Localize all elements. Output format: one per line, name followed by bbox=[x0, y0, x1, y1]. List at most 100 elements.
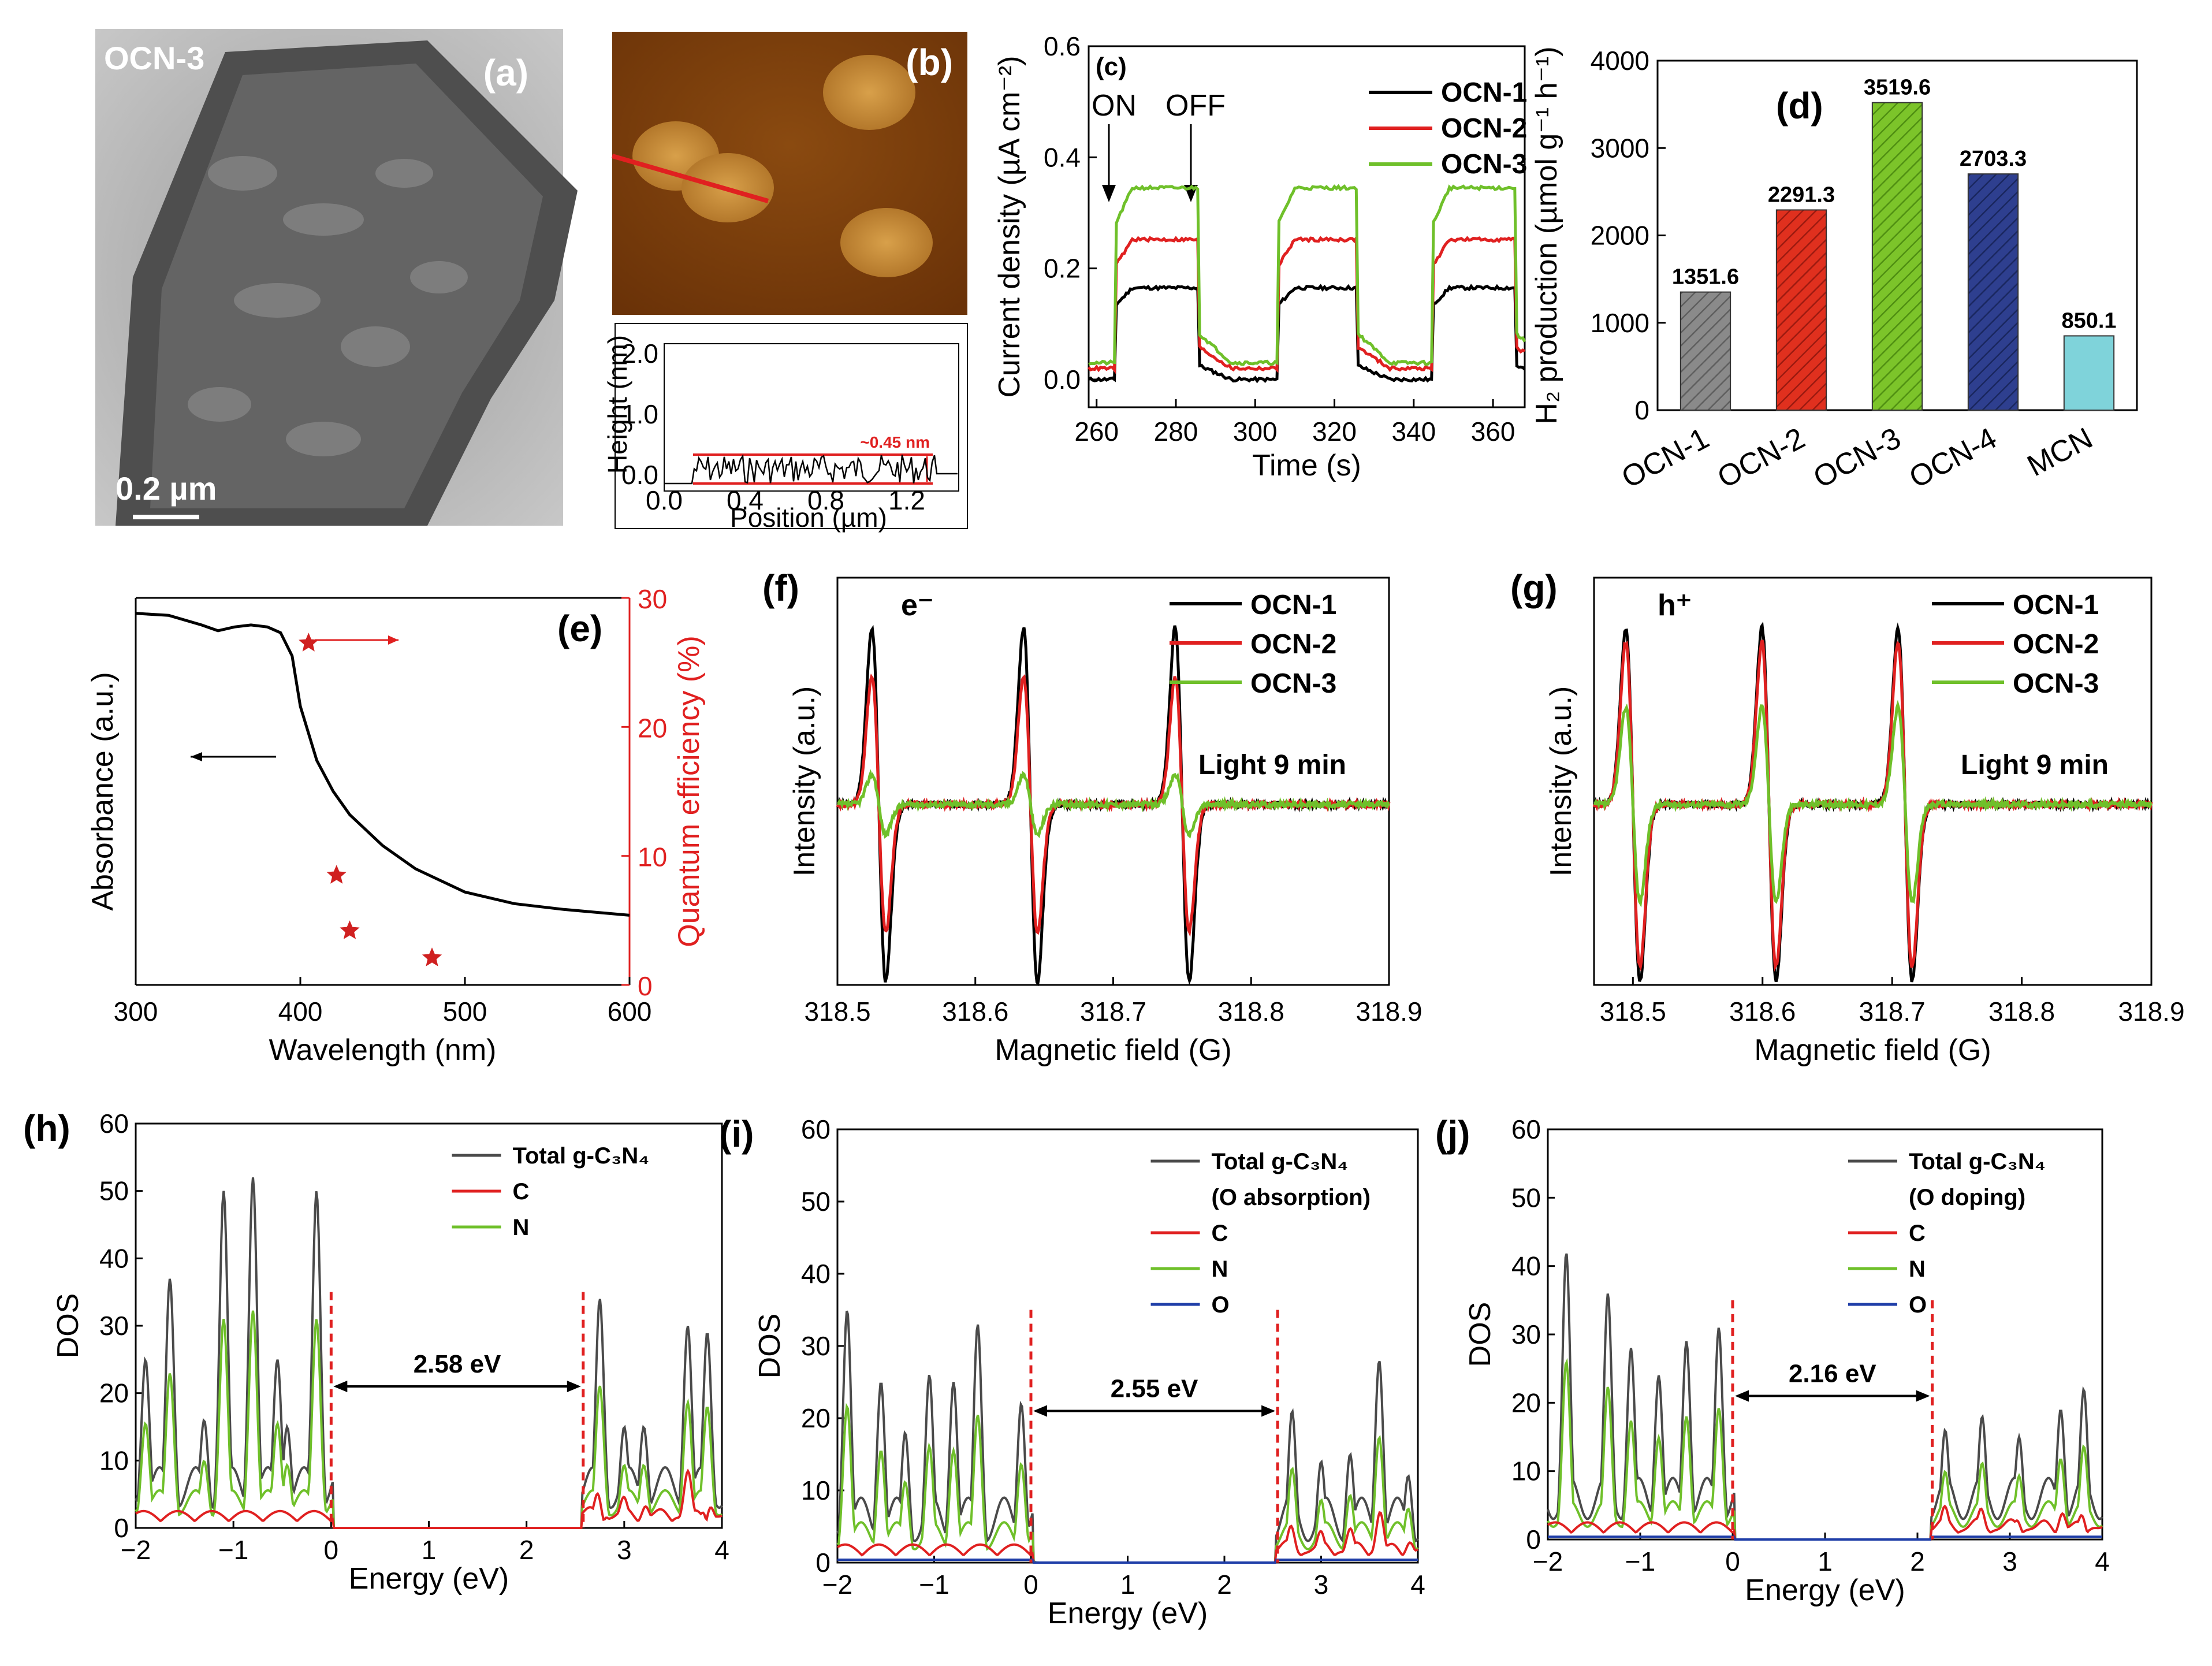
legend-label: OCN-1 bbox=[1441, 77, 1527, 108]
legend-label: OCN-3 bbox=[2013, 668, 2099, 699]
x-tick-label: 400 bbox=[278, 996, 323, 1027]
x-tick-label: 1 bbox=[1818, 1546, 1833, 1576]
x-tick-label: 2 bbox=[1910, 1546, 1925, 1576]
afm-flake bbox=[823, 55, 915, 130]
y-tick-label: 0.0 bbox=[1044, 365, 1081, 395]
x-tick-label: 2 bbox=[1217, 1570, 1232, 1600]
panel-label: (h) bbox=[23, 1107, 70, 1149]
x-tick-label: 4 bbox=[1410, 1570, 1425, 1600]
x-axis-label: Magnetic field (G) bbox=[995, 1033, 1231, 1067]
bar-OCN-3 bbox=[1871, 102, 1923, 411]
epr-trace-OCN-3 bbox=[837, 769, 1391, 839]
panel-d-label: (d) bbox=[1776, 85, 1823, 127]
x-tick-label: 318.5 bbox=[1600, 996, 1666, 1027]
y2-axis-label: Quantum efficiency (%) bbox=[672, 635, 706, 947]
dos-curve-N bbox=[135, 1310, 723, 1529]
afm-annotation: ~0.45 nm bbox=[860, 433, 930, 451]
y-tick-label: 50 bbox=[99, 1176, 129, 1206]
x-tick-label: 318.7 bbox=[1859, 996, 1926, 1027]
dos-curve-O bbox=[1548, 1535, 2102, 1541]
y-tick-label: 20 bbox=[99, 1378, 129, 1408]
x-axis-label: Magnetic field (G) bbox=[1754, 1033, 1991, 1067]
chart-g-epr-hole: 318.5 318.6 318.7 318.8 318.9 Magnetic field … bbox=[1510, 567, 2185, 1067]
y-tick-label: 10 bbox=[801, 1475, 831, 1505]
x-tick-label: −1 bbox=[919, 1570, 949, 1600]
x-tick-label: 500 bbox=[443, 996, 487, 1027]
x-tick-label: 318.7 bbox=[1080, 996, 1146, 1027]
category-label: OCN-3 bbox=[1808, 421, 1906, 494]
band-gap-label: 2.55 eV bbox=[1111, 1375, 1198, 1403]
x-tick-label: 340 bbox=[1391, 416, 1436, 447]
y2-tick-label: 0 bbox=[638, 971, 653, 1001]
band-gap-label: 2.58 eV bbox=[414, 1350, 501, 1378]
afm-xlabel: Position (µm) bbox=[730, 503, 887, 533]
plot-frame bbox=[1593, 577, 2153, 986]
x-tick-label: 3 bbox=[617, 1535, 632, 1565]
legend-label: O bbox=[1909, 1292, 1927, 1318]
x-tick-label: 0 bbox=[324, 1535, 339, 1565]
qe-point bbox=[299, 633, 319, 652]
legend-label: OCN-2 bbox=[1441, 113, 1527, 144]
panel-c-label: (c) bbox=[1096, 53, 1127, 81]
bar-value-label: 1351.6 bbox=[1672, 265, 1739, 289]
afm-profile-axes bbox=[664, 343, 959, 492]
x-axis-label: Time (s) bbox=[1252, 449, 1361, 482]
legend-label: OCN-2 bbox=[1250, 629, 1336, 660]
y-tick-label: 30 bbox=[801, 1331, 831, 1361]
y-tick-label: 0 bbox=[815, 1548, 831, 1578]
panel-label: (j) bbox=[1435, 1113, 1470, 1155]
x-tick-label: 1 bbox=[1120, 1570, 1135, 1600]
x-tick-label: 1 bbox=[422, 1535, 437, 1565]
category-label: OCN-2 bbox=[1712, 421, 1811, 494]
y-tick-label: 4000 bbox=[1591, 46, 1649, 76]
legend-label: N bbox=[1212, 1256, 1228, 1282]
y-tick-label: 0 bbox=[114, 1513, 129, 1543]
y-tick-label: 50 bbox=[801, 1187, 831, 1217]
y-tick-label: 30 bbox=[99, 1311, 129, 1341]
afm-ytick: 1.0 bbox=[621, 399, 658, 429]
x-tick-label: 300 bbox=[114, 996, 158, 1027]
legend-label: O bbox=[1212, 1292, 1230, 1318]
y-tick-label: 60 bbox=[1511, 1114, 1541, 1144]
legend-label: OCN-3 bbox=[1441, 149, 1527, 180]
afm-ytick: 0.0 bbox=[621, 460, 658, 490]
x-tick-label: 0 bbox=[1023, 1570, 1038, 1600]
x-tick-label: 318.9 bbox=[1355, 996, 1422, 1027]
plot-frame bbox=[1088, 45, 1526, 408]
legend-label: N bbox=[1909, 1256, 1926, 1282]
category-label: OCN-1 bbox=[1617, 421, 1715, 494]
qe-point bbox=[340, 920, 360, 939]
y-tick-label: 40 bbox=[801, 1259, 831, 1289]
category-label: MCN bbox=[2022, 421, 2098, 483]
panel-e-label: (e) bbox=[557, 608, 602, 649]
legend-label: N bbox=[513, 1215, 530, 1240]
x-tick-label: 4 bbox=[2095, 1546, 2110, 1576]
series-line-OCN-3 bbox=[1088, 184, 1526, 367]
bar-MCN bbox=[2063, 335, 2115, 411]
legend-label: Total g-C₃N₄ bbox=[1212, 1149, 1349, 1174]
y-axis-label: Absorbance (a.u.) bbox=[86, 672, 120, 910]
afm-flake bbox=[840, 208, 933, 277]
afm-height-trace bbox=[664, 453, 958, 485]
legend-label: (O absorption) bbox=[1212, 1185, 1371, 1210]
y2-tick-label: 30 bbox=[638, 584, 667, 614]
chart-c-photocurrent: 260 280 300 320 340 360 0.0 0.2 0.4 0.6 Time (s) Cu… bbox=[993, 31, 1527, 482]
x-tick-label: 318.8 bbox=[1988, 996, 2055, 1027]
x-tick-label: 260 bbox=[1074, 416, 1119, 447]
x-tick-label: 4 bbox=[714, 1535, 729, 1565]
absorbance-curve bbox=[135, 612, 630, 917]
x-tick-label: 318.6 bbox=[942, 996, 1008, 1027]
y-tick-label: 40 bbox=[1511, 1251, 1541, 1281]
qe-point bbox=[422, 947, 442, 966]
legend-label: C bbox=[1212, 1221, 1228, 1246]
dos-curve-C bbox=[135, 1468, 723, 1529]
category-label: OCN-4 bbox=[1904, 421, 2002, 494]
x-axis-label: Energy (eV) bbox=[1048, 1597, 1208, 1630]
dos-curve-N bbox=[1547, 1358, 2103, 1541]
panel-label: (i) bbox=[719, 1113, 754, 1155]
scalebar-label: 0.2 µm bbox=[116, 470, 217, 507]
series-line-OCN-2 bbox=[1088, 233, 1526, 374]
